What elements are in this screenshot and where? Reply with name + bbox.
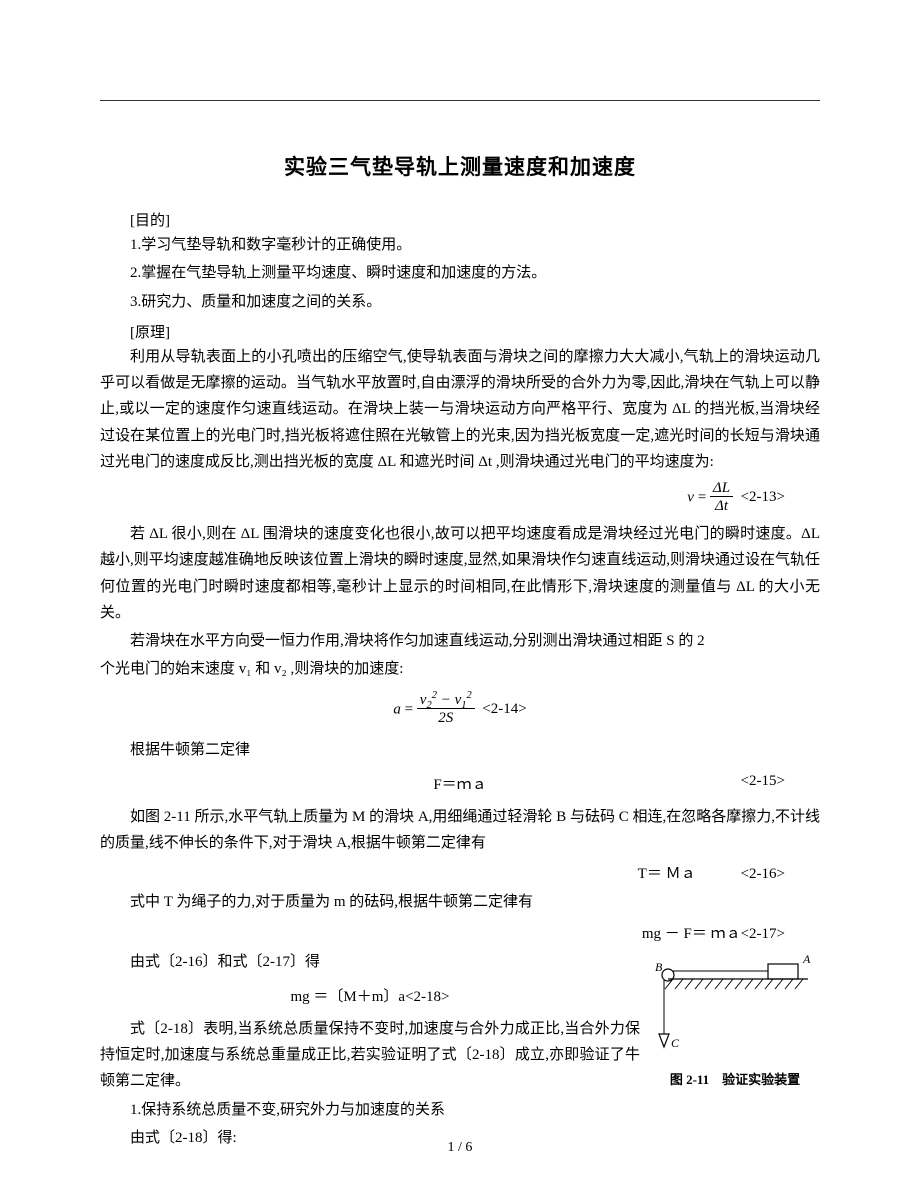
- figure-label-c: C: [671, 1036, 680, 1050]
- top-rule: [100, 100, 820, 101]
- purpose-item-2: 2.掌握在气垫导轨上测量平均速度、瞬时速度和加速度的方法。: [100, 260, 820, 286]
- page-footer: 1 / 6: [0, 1140, 920, 1156]
- section-head-purpose: [目的]: [100, 209, 820, 230]
- row-with-figure: 由式〔2-16〕和式〔2-17〕得 mg ＝〔M＋m〕a<2-18> 式〔2-1…: [100, 949, 820, 1154]
- equation-2-15: F＝ｍａ <2-15>: [100, 773, 820, 794]
- purpose-item-1: 1.学习气垫导轨和数字毫秒计的正确使用。: [100, 232, 820, 258]
- equation-2-13: v = ΔLΔt <2-13>: [100, 481, 820, 515]
- text-column: 由式〔2-16〕和式〔2-17〕得 mg ＝〔M＋m〕a<2-18> 式〔2-1…: [100, 949, 640, 1154]
- paragraph-1: 利用从导轨表面上的小孔喷出的压缩空气,使导轨表面与滑块之间的摩擦力大大减小,气轨…: [100, 344, 820, 475]
- equation-2-17: mg － F＝ ｍａ<2-17>: [100, 922, 820, 943]
- eq-body-2-17: mg － F＝ ｍａ: [642, 926, 741, 942]
- figure-label-b: B: [655, 960, 663, 974]
- equation-2-18: mg ＝〔M＋m〕a<2-18>: [100, 985, 640, 1006]
- eq-label-2-18: <2-18>: [405, 989, 449, 1006]
- equation-2-16: T＝ Ｍａ <2-16>: [100, 862, 820, 883]
- eq-label-2-15: <2-15>: [741, 773, 785, 790]
- eq-label-2-16: <2-16>: [741, 866, 785, 883]
- paragraph-3a: 若滑块在水平方向受一恒力作用,滑块将作匀加速直线运动,分别测出滑块通过相距 S …: [100, 628, 820, 654]
- section-head-principle: [原理]: [100, 321, 820, 342]
- paragraph-2: 若 ΔL 很小,则在 ΔL 围滑块的速度变化也很小,故可以把平均速度看成是滑块经…: [100, 521, 820, 626]
- figure-2-11: A B C: [653, 949, 818, 1059]
- page-title: 实验三气垫导轨上测量速度和加速度: [100, 151, 820, 181]
- equation-2-14: a = v22 − v12 2S <2-14>: [100, 693, 820, 727]
- eq-body-2-18: mg ＝〔M＋m〕a: [290, 989, 405, 1005]
- purpose-item-3: 3.研究力、质量和加速度之间的关系。: [100, 289, 820, 315]
- paragraph-5: 如图 2-11 所示,水平气轨上质量为 M 的滑块 A,用细绳通过轻滑轮 B 与…: [100, 804, 820, 857]
- eq-body-2-15: F＝ｍａ: [433, 777, 486, 793]
- eq-label-2-13: <2-13>: [741, 489, 785, 506]
- figure-label-a: A: [802, 952, 811, 966]
- document-page: 实验三气垫导轨上测量速度和加速度 [目的] 1.学习气垫导轨和数字毫秒计的正确使…: [0, 0, 920, 1191]
- paragraph-9: 1.保持系统总质量不变,研究外力与加速度的关系: [100, 1097, 640, 1123]
- eq-body-2-16: T＝ Ｍａ: [638, 866, 696, 882]
- paragraph-7: 由式〔2-16〕和式〔2-17〕得: [100, 949, 640, 975]
- figure-caption: 图 2-11 验证实验装置: [650, 1069, 820, 1088]
- paragraph-4: 根据牛顿第二定律: [100, 737, 820, 763]
- eq-label-2-17: <2-17>: [741, 926, 785, 943]
- paragraph-3b: 个光电门的始末速度 v₁ 和 v₂ ,则滑块的加速度:: [100, 656, 820, 682]
- paragraph-6: 式中 T 为绳子的力,对于质量为 m 的砝码,根据牛顿第二定律有: [100, 889, 820, 915]
- paragraph-8: 式〔2-18〕表明,当系统总质量保持不变时,加速度与合外力成正比,当合外力保持恒…: [100, 1016, 640, 1095]
- eq-label-2-14: <2-14>: [482, 701, 526, 718]
- figure-column: A B C 图 2-11 验证实验装置: [650, 949, 820, 1088]
